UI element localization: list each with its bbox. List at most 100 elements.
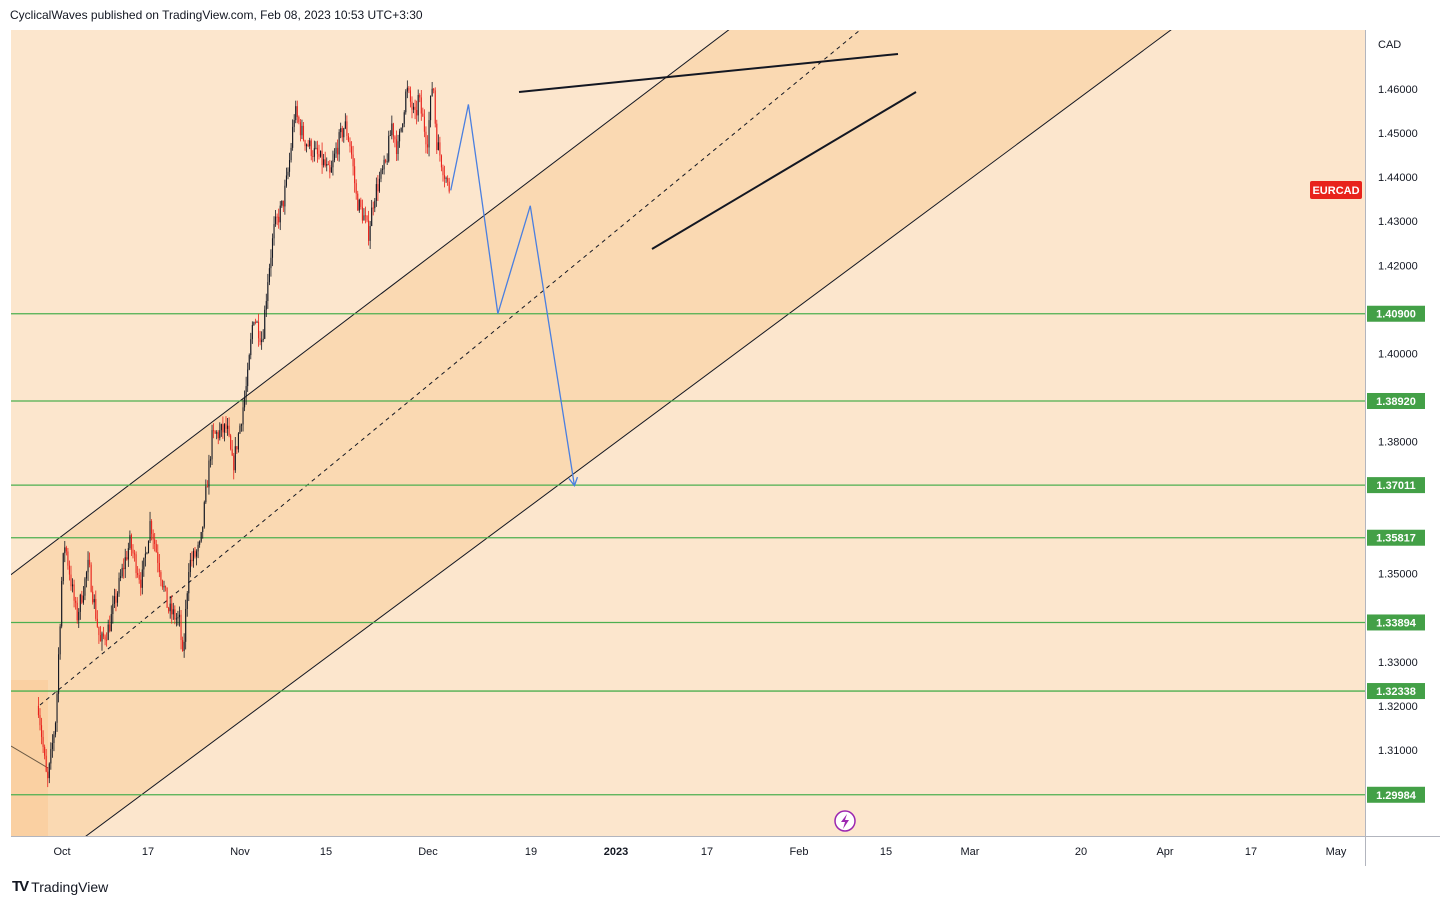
candle-body xyxy=(50,748,52,764)
range-shade-line xyxy=(11,745,49,769)
candle-body xyxy=(113,596,115,604)
candle-body xyxy=(166,587,168,608)
price-tick-label: 1.32000 xyxy=(1378,701,1418,713)
candle-body xyxy=(352,154,354,167)
candle-body xyxy=(324,159,326,166)
level-tag-label: 1.38920 xyxy=(1376,396,1416,408)
price-tick-label: 1.44000 xyxy=(1378,172,1418,184)
candle-body xyxy=(408,87,410,91)
candle-body xyxy=(144,553,146,558)
candle-body xyxy=(197,544,199,552)
candle-body xyxy=(209,459,212,461)
candle-body xyxy=(442,167,444,176)
candle-body xyxy=(321,150,323,166)
support-resistance-levels xyxy=(11,313,1365,796)
candle-body xyxy=(270,257,272,269)
candle-body xyxy=(140,579,142,588)
candle-body xyxy=(112,603,114,615)
level-tag-label: 1.37011 xyxy=(1376,480,1415,492)
tradingview-logo-icon: TV xyxy=(12,878,29,895)
candle-body xyxy=(228,425,230,436)
wedge-upper-trendline xyxy=(518,53,899,93)
candle-body xyxy=(354,166,356,184)
candle-body xyxy=(99,635,101,642)
publish-attribution: CyclicalWaves published on TradingView.c… xyxy=(10,8,423,22)
time-tick-label: Dec xyxy=(418,846,438,858)
time-tick-label: Mar xyxy=(961,846,980,858)
time-tick-label: May xyxy=(1326,846,1347,858)
candle-body xyxy=(254,322,256,323)
candle-body xyxy=(377,184,379,192)
candle-body xyxy=(271,238,274,258)
candle-body xyxy=(172,609,174,615)
candle-body xyxy=(437,142,439,150)
candle-body xyxy=(323,159,325,166)
candle-body xyxy=(349,141,351,147)
price-axis[interactable] xyxy=(1366,30,1440,836)
candle-body xyxy=(191,559,193,562)
candle-body xyxy=(85,572,88,579)
candle-body xyxy=(115,596,117,603)
candle-body xyxy=(292,126,294,148)
candle-body xyxy=(288,160,291,172)
candle-body xyxy=(341,128,343,138)
level-tag-label: 1.32338 xyxy=(1376,686,1416,698)
candle-body xyxy=(378,178,380,192)
time-tick-label: 2023 xyxy=(604,846,628,858)
candle-body xyxy=(344,121,346,129)
candle-body xyxy=(174,609,176,620)
candle-body xyxy=(397,141,399,155)
time-axis-ticks: Oct 17 Nov 15 Dec 19 2023 17 Feb 15 Mar 20 Apr 17 May xyxy=(53,846,1346,858)
candle-body xyxy=(59,626,61,655)
candle-body xyxy=(75,600,77,603)
candle-body xyxy=(202,526,204,532)
candle-body xyxy=(169,603,171,612)
candle-body xyxy=(428,120,430,148)
candle-body xyxy=(278,216,280,223)
candle-body xyxy=(54,722,57,735)
lightning-icon[interactable] xyxy=(834,810,856,832)
level-tag xyxy=(1367,683,1425,700)
candle-body xyxy=(78,611,80,621)
candle-body xyxy=(219,430,221,439)
candle-body xyxy=(414,106,416,111)
candle-body xyxy=(357,193,359,211)
candle-body xyxy=(65,547,67,552)
candle-body xyxy=(313,148,315,157)
candle-body xyxy=(436,123,438,150)
level-tag xyxy=(1367,392,1425,409)
candle-body xyxy=(226,425,229,429)
candle-body xyxy=(223,424,225,433)
candle-body xyxy=(310,140,312,157)
candle-body xyxy=(287,171,289,176)
candle-body xyxy=(281,200,283,206)
candle-body xyxy=(177,617,179,619)
candle-body xyxy=(256,321,258,323)
candle-body xyxy=(273,224,275,239)
candle-body xyxy=(347,135,349,142)
candle-body xyxy=(135,554,137,574)
candle-body xyxy=(422,113,424,117)
candle-body xyxy=(161,580,163,588)
footer-brand: TV TradingView xyxy=(12,878,108,895)
candle-body xyxy=(206,486,208,488)
candle-body xyxy=(73,584,75,601)
candle-body xyxy=(200,531,202,542)
candle-body xyxy=(337,147,339,155)
candle-body xyxy=(87,559,89,573)
candle-body xyxy=(124,557,126,570)
candle-body xyxy=(445,178,447,179)
candle-body xyxy=(211,430,213,460)
candle-body xyxy=(265,301,267,310)
candle-body xyxy=(253,322,255,326)
candle-body xyxy=(242,407,244,425)
candle-body xyxy=(262,338,264,341)
candle-body xyxy=(130,535,132,550)
candle-body xyxy=(154,539,156,544)
level-tag xyxy=(1367,529,1425,546)
candle-body xyxy=(448,181,450,192)
candle-body xyxy=(157,552,159,563)
candle-body xyxy=(225,424,227,429)
price-tick-label: 1.42000 xyxy=(1378,260,1418,272)
